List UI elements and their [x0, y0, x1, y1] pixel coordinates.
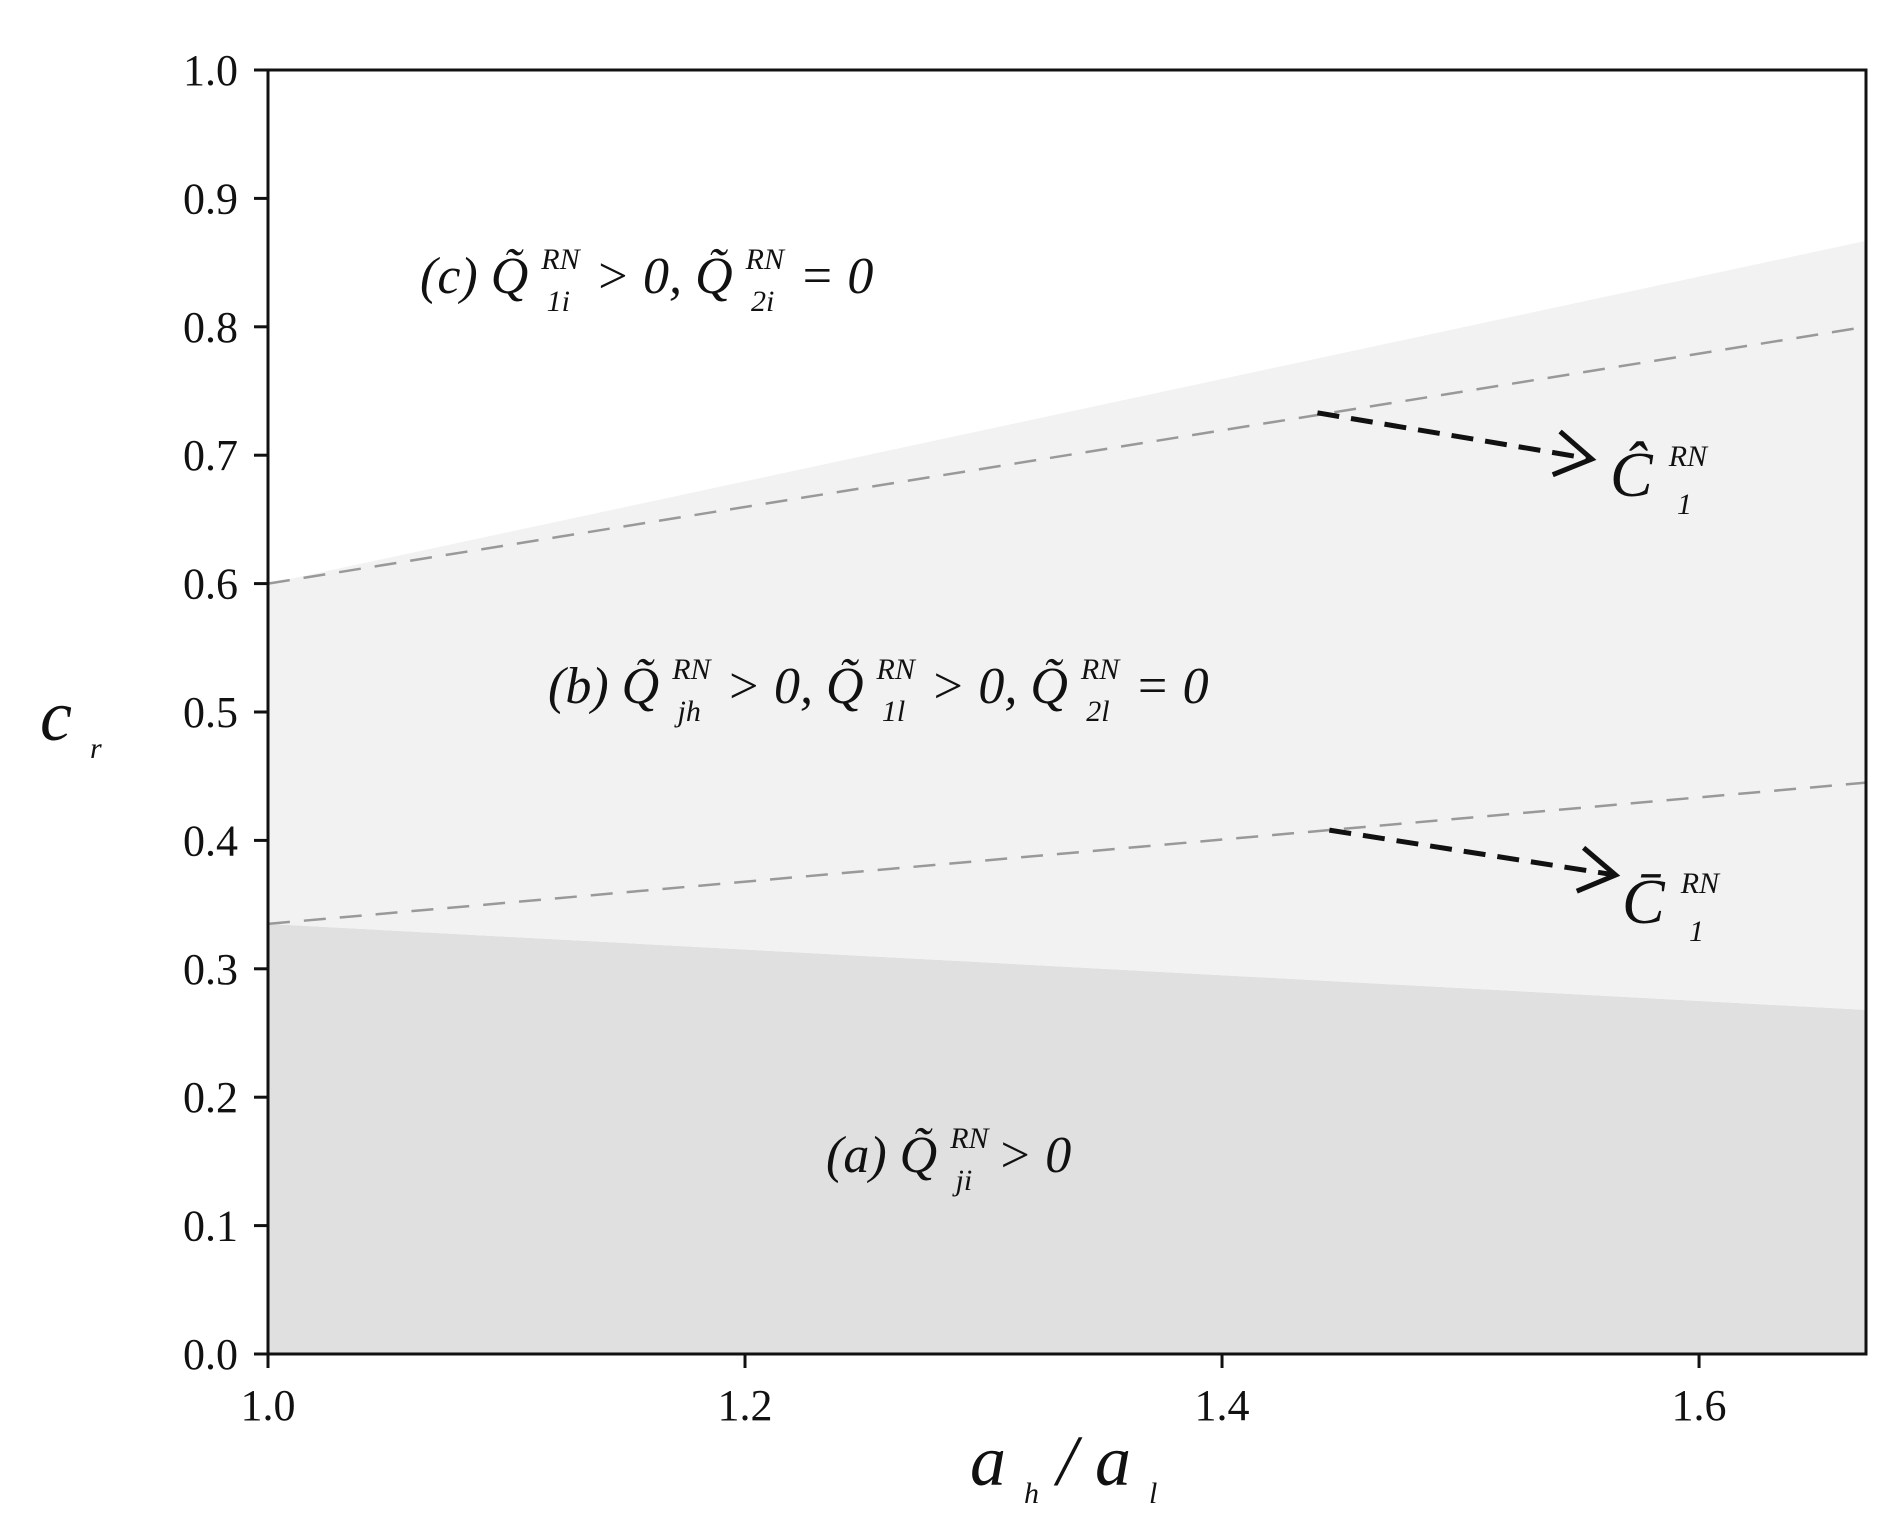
x-axis-title: a h / a l — [970, 1421, 1157, 1519]
region-c-q2: Q̃ — [695, 248, 733, 305]
region-a-q: Q̃ — [900, 1127, 938, 1184]
y-axis-title: c r — [40, 676, 102, 765]
x-axis-title-slash: / — [1053, 1421, 1083, 1501]
annotation-arrows — [1317, 410, 1621, 894]
x-tick-label: 1.2 — [718, 1381, 773, 1430]
curve-bar-label: C̄ RN 1 — [1622, 836, 1735, 948]
y-axis-title-base: c — [40, 676, 72, 756]
region-c-prefix: (c) — [420, 248, 478, 305]
curve-bar-sup: RN — [1680, 867, 1721, 900]
curve-bar-arrow-shaft — [1328, 827, 1616, 878]
y-tick-label: 1.0 — [183, 46, 238, 95]
region-a-sub: ji — [952, 1164, 973, 1197]
x-ticks: 1.0 1.2 1.4 1.6 — [241, 1354, 1727, 1430]
region-a-sup: RN — [949, 1122, 990, 1155]
region-c-mid1: > 0, — [595, 248, 682, 305]
region-b-sup1: RN — [671, 653, 712, 686]
region-b-sub3: 2l — [1086, 695, 1109, 728]
y-tick-label: 0.1 — [183, 1202, 238, 1251]
region-c-sub1: 1i — [547, 285, 570, 318]
region-c-rest: = 0 — [799, 248, 873, 305]
y-axis-title-sub: r — [90, 732, 102, 765]
region-b-q2: Q̃ — [826, 658, 864, 715]
region-b-prefix: (b) — [548, 658, 609, 715]
region-b-q1: Q̃ — [622, 658, 660, 715]
y-tick-label: 0.3 — [183, 945, 238, 994]
curve-hat-line — [267, 325, 1867, 585]
region-c-sub2: 2i — [751, 285, 774, 318]
region-a-label: (a) Q̃ RN ji > 0 — [826, 1103, 1071, 1202]
y-tick-label: 0.9 — [183, 174, 238, 223]
region-b-sub2: 1l — [882, 695, 905, 728]
curve-hat-arrow-shaft — [1317, 410, 1593, 462]
curves — [267, 325, 1867, 926]
y-tick-label: 0.5 — [183, 688, 238, 737]
y-tick-label: 0.8 — [183, 303, 238, 352]
x-tick-label: 1.4 — [1195, 1381, 1250, 1430]
x-axis-title-sub2: l — [1149, 1477, 1157, 1510]
y-tick-label: 0.2 — [183, 1073, 238, 1122]
curve-bar-arrow-head — [1575, 845, 1621, 894]
region-b-mid2: > 0, — [930, 658, 1017, 715]
y-tick-label: 0.6 — [183, 560, 238, 609]
curve-hat-label: Ĉ RN 1 — [1610, 409, 1723, 521]
y-tick-label: 0.4 — [183, 816, 238, 865]
regions — [268, 70, 1866, 1354]
region-c-label: (c) Q̃ RN 1i > 0, Q̃ RN 2i = 0 — [420, 224, 873, 323]
region-b-sub1: jh — [674, 695, 701, 728]
region-a-rest: > 0 — [997, 1127, 1071, 1184]
x-axis-title-base2: a — [1095, 1421, 1131, 1501]
y-tick-label: 0.7 — [183, 431, 238, 480]
region-b-mid1: > 0, — [726, 658, 813, 715]
region-b-rest: = 0 — [1135, 658, 1209, 715]
region-c-sup1: RN — [540, 243, 581, 276]
x-tick-label: 1.6 — [1672, 1381, 1727, 1430]
region-b-sup2: RN — [876, 653, 917, 686]
curve-hat-base: Ĉ — [1610, 439, 1654, 510]
region-c-sup2: RN — [745, 243, 786, 276]
x-axis-title-sub1: h — [1024, 1477, 1039, 1510]
region-c-area — [268, 70, 1866, 584]
y-ticks: 0.0 0.1 0.2 0.3 0.4 0.5 0.6 0.7 0.8 0.9 1.0 — [183, 46, 268, 1379]
region-b-q3: Q̃ — [1030, 658, 1068, 715]
y-tick-label: 0.0 — [183, 1330, 238, 1379]
region-c-q1: Q̃ — [491, 248, 529, 305]
curve-bar-line — [267, 781, 1867, 926]
region-b-label: (b) Q̃ RN jh > 0, Q̃ RN 1l > 0, Q̃ RN 2l… — [548, 634, 1209, 733]
x-tick-label: 1.0 — [241, 1381, 296, 1430]
x-axis-title-base: a — [970, 1421, 1006, 1501]
region-a-area — [268, 923, 1866, 1354]
region-b-sup3: RN — [1080, 653, 1121, 686]
curve-bar-sub: 1 — [1689, 915, 1704, 948]
curve-bar-base: C̄ — [1622, 866, 1666, 937]
curve-hat-arrow-head — [1551, 429, 1597, 478]
curve-hat-sub: 1 — [1677, 488, 1692, 521]
curve-hat-sup: RN — [1668, 440, 1709, 473]
region-a-prefix: (a) — [826, 1127, 887, 1184]
